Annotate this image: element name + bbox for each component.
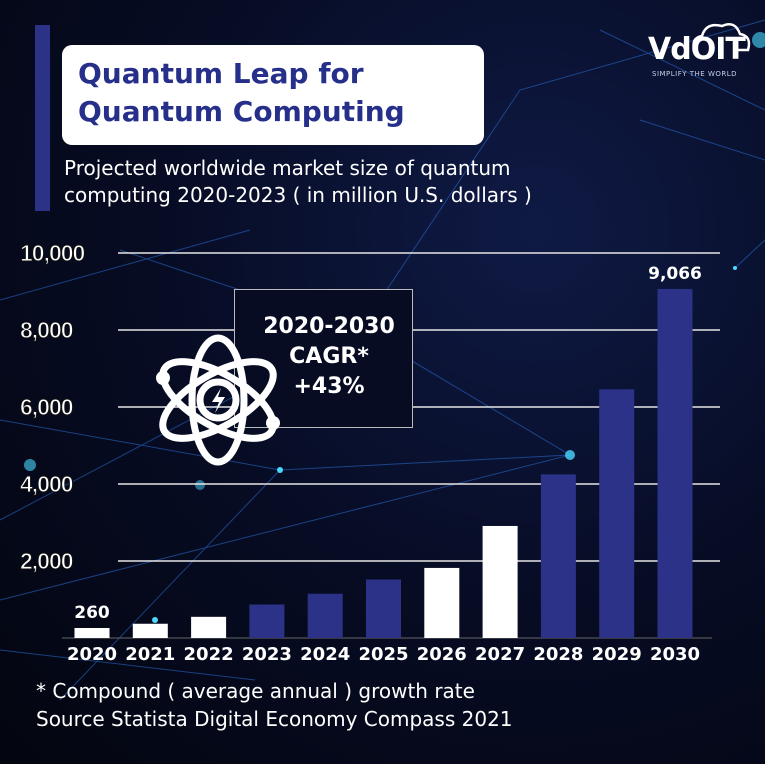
atom-icon — [156, 334, 280, 466]
x-tick-label: 2025 — [358, 644, 408, 665]
y-tick-label: 10,000 — [20, 240, 85, 266]
subtitle-line-2: computing 2020-2023 ( in million U.S. do… — [64, 183, 532, 207]
data-label: 260 — [74, 603, 110, 623]
x-tick-label: 2029 — [592, 644, 642, 665]
title-box: Quantum Leap for Quantum Computing — [62, 45, 484, 145]
y-tick-label: 4,000 — [20, 471, 73, 497]
bar-2030 — [657, 288, 693, 638]
cagr-value: +43% — [293, 374, 365, 399]
x-tick-label: 2021 — [125, 644, 175, 665]
bar-2022 — [191, 616, 227, 638]
source: Source Statista Digital Economy Compass … — [36, 707, 513, 731]
bar-2026 — [424, 567, 460, 638]
bar-2027 — [482, 525, 518, 638]
bar-2021 — [132, 623, 168, 638]
y-tick-label: 8,000 — [20, 317, 73, 343]
x-tick-label: 2020 — [67, 644, 117, 665]
x-tick-label: 2030 — [650, 644, 700, 665]
y-tick-label: 6,000 — [20, 394, 73, 420]
title-line-1: Quantum Leap for — [78, 57, 364, 90]
y-tick-label: 2,000 — [20, 548, 73, 574]
x-tick-label: 2024 — [300, 644, 350, 665]
cagr-callout: 2020-2030 CAGR* +43% — [234, 312, 424, 402]
footer: * Compound ( average annual ) growth rat… — [36, 677, 513, 733]
vdoit-logo: VdOIT SIMPLIFY THE WORLD — [640, 18, 760, 78]
bar-2028 — [540, 474, 576, 638]
bar-2023 — [249, 604, 285, 638]
bar-2025 — [366, 579, 401, 638]
bar-2020 — [74, 627, 110, 638]
x-tick-label: 2028 — [533, 644, 583, 665]
cloud-icon — [692, 23, 751, 53]
x-tick-label: 2023 — [242, 644, 292, 665]
logo-tagline: SIMPLIFY THE WORLD — [652, 70, 738, 78]
cagr-period: 2020-2030 — [263, 314, 395, 339]
bar-2024 — [307, 593, 343, 638]
title-line-2: Quantum Computing — [78, 95, 405, 128]
footnote: * Compound ( average annual ) growth rat… — [36, 679, 475, 703]
subtitle-line-1: Projected worldwide market size of quant… — [64, 156, 511, 180]
subtitle: Projected worldwide market size of quant… — [64, 155, 532, 209]
logo-word: VdOIT — [648, 32, 746, 67]
bar-2029 — [599, 389, 635, 638]
cagr-label: CAGR* — [289, 344, 369, 369]
x-tick-label: 2026 — [417, 644, 467, 665]
x-tick-label: 2027 — [475, 644, 525, 665]
accent-bar — [35, 25, 50, 211]
x-tick-label: 2022 — [184, 644, 234, 665]
data-label: 9,066 — [648, 264, 702, 284]
